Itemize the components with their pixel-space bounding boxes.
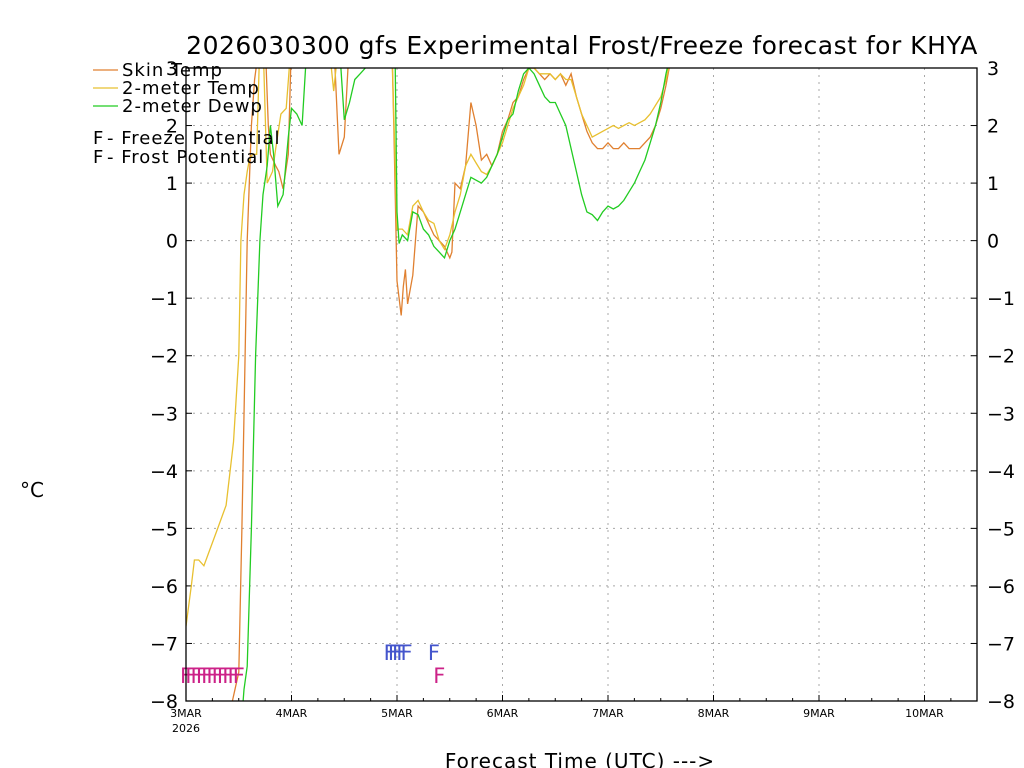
freeze-potential-marker: F [191,664,203,688]
series-line-2-meter-temp [186,68,670,627]
xtick-label: 8MAR [698,707,730,720]
ytick-label-right: −8 [987,691,1015,713]
y-axis-ticks: −8 −8 −7 −7 −6 −6 −5 −5 −4 −4 −3 −3 −2 −2 −1 −1 0 0 1 1 2 2 3 3 [150,58,1015,713]
legend-label: - Frost Potential [107,147,264,168]
frost-potential-marker: F [400,641,412,665]
xtick-label: 6MAR [487,707,519,720]
series-line-skin-temp [231,68,670,701]
ytick-label-left: 3 [166,58,178,80]
ytick-label-right: −7 [987,633,1015,655]
freeze-potential-marker: F [196,664,208,688]
ytick-label-right: 3 [987,58,999,80]
ytick-label-left: −2 [150,346,178,368]
x-axis-ticks: 3MAR 2026 4MAR 5MAR 6MAR 7MAR 8MAR 9MAR 10MAR [170,695,952,735]
legend-item-freeze-potential: F - Freeze Potential [93,128,281,149]
xtick-sublabel: 2026 [172,722,200,735]
freeze-potential-marker: F [233,664,245,688]
legend-label: 2-meter Temp [122,78,260,99]
ytick-label-right: −3 [987,403,1015,425]
freeze-potential-marker: F [206,664,218,688]
freeze-potential-marker: F [227,664,239,688]
xtick-label: 9MAR [803,707,835,720]
legend-label: Skin Temp [122,60,223,81]
plot-frame [185,67,978,702]
ytick-label-right: 0 [987,231,999,253]
xtick-label: 7MAR [592,707,624,720]
ytick-label-right: −6 [987,576,1015,598]
legend-item-2-meter-dewp: 2-meter Dewp [93,96,263,117]
ytick-label-left: −5 [150,518,178,540]
frost-potential-marker: F [428,641,440,665]
frost-potential-marker: F [388,641,400,665]
ytick-label-left: 0 [166,231,178,253]
series-lines [186,68,670,701]
xtick-label: 4MAR [276,707,308,720]
freeze-potential-marker: F [217,664,229,688]
legend-item-frost-potential: F - Frost Potential [93,147,264,168]
ytick-label-left: −6 [150,576,178,598]
frost-potential-marker: F [396,641,408,665]
ytick-label-right: −2 [987,346,1015,368]
ytick-label-left: 1 [166,173,178,195]
ytick-label-left: −3 [150,403,178,425]
ytick-label-right: −5 [987,518,1015,540]
ytick-label-left: −4 [150,461,178,483]
freeze-potential-marker: F [201,664,213,688]
freeze-potential-marker: F [222,664,234,688]
frost-potential-marker: F [384,641,396,665]
legend-item-2-meter-temp: 2-meter Temp [93,78,260,99]
freeze-potential-marker: F [212,664,224,688]
xtick-label: 5MAR [381,707,413,720]
legend-label: 2-meter Dewp [122,96,263,117]
ytick-label-right: −1 [987,288,1015,310]
frost-potential-marker: F [392,641,404,665]
x-axis-label: Forecast Time (UTC) ---> [445,749,715,768]
freeze-potential-marker: F [433,664,445,688]
ytick-label-right: 1 [987,173,999,195]
xtick-label: 10MAR [905,707,944,720]
legend-item-skin-temp: Skin Temp [93,60,223,81]
gridlines [186,68,977,701]
ytick-label-left: −1 [150,288,178,310]
ytick-label-left: −7 [150,633,178,655]
xtick-label: 3MAR [170,707,202,720]
chart-title: 2026030300 gfs Experimental Frost/Freeze… [186,31,978,60]
ytick-label-left: −8 [150,691,178,713]
ytick-label-right: 2 [987,116,999,138]
legend-marker: F [93,147,104,168]
ytick-label-left: 2 [166,116,178,138]
ytick-label-right: −4 [987,461,1015,483]
series-line-2-meter-dewp [242,68,668,701]
freeze-potential-marker: F [185,664,197,688]
y-axis-label: °C [20,478,44,502]
legend-marker: F [93,128,104,149]
legend-label: - Freeze Potential [107,128,281,149]
